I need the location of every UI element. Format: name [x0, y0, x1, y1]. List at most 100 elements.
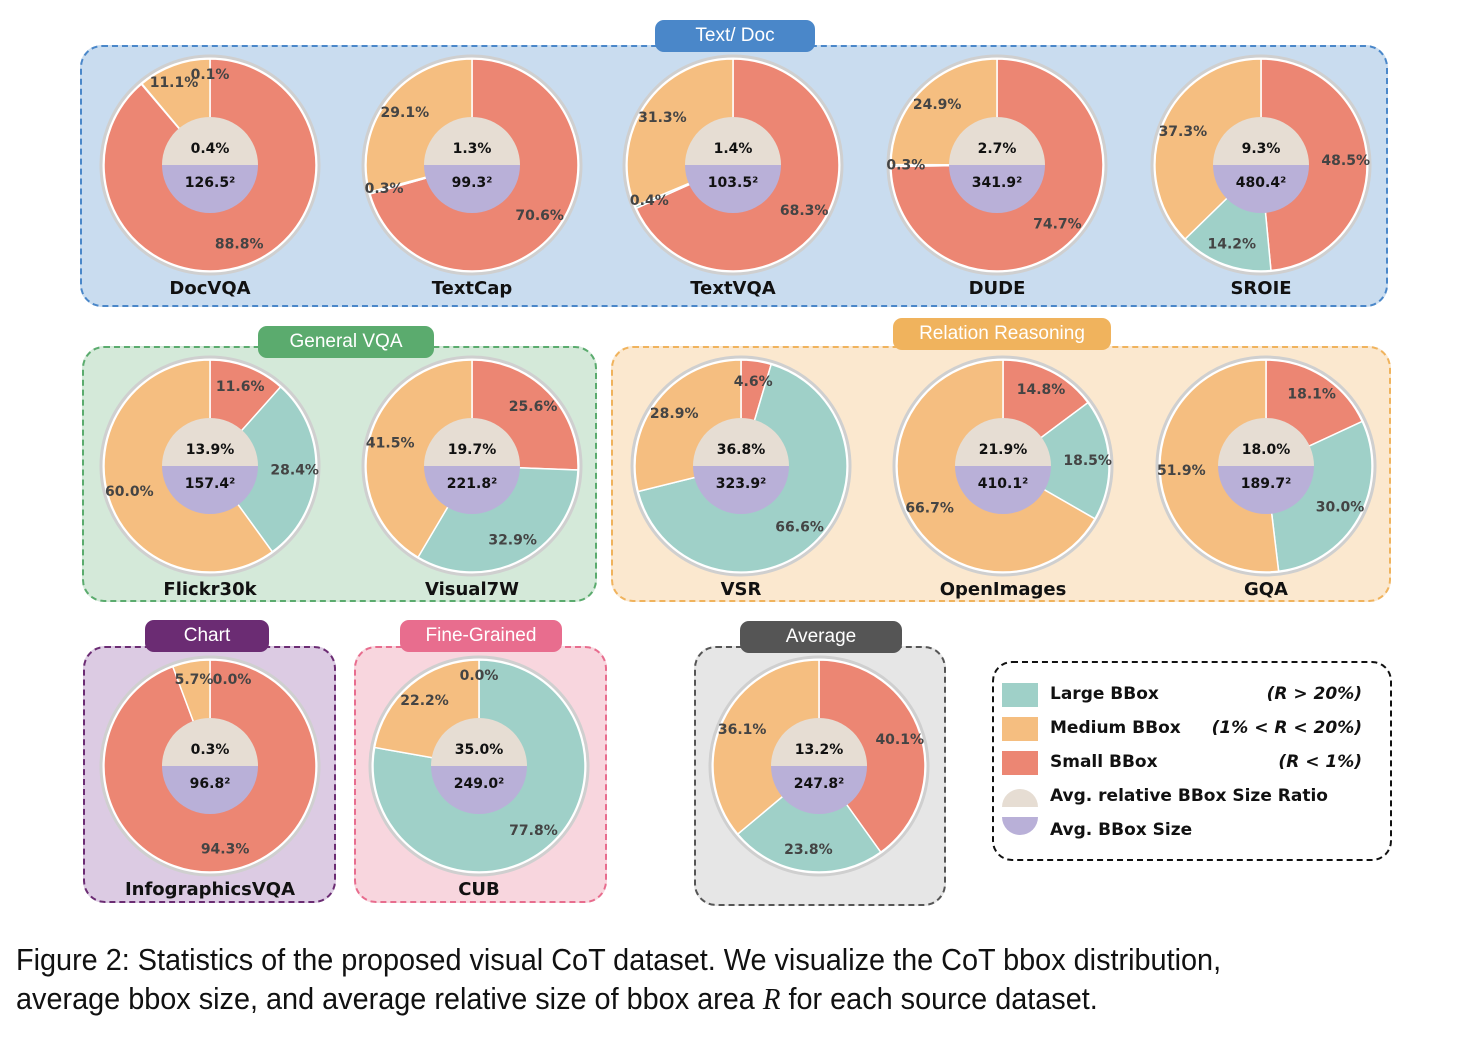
inner-ratio-half	[162, 418, 258, 466]
slice-label-small: 40.1%	[875, 732, 924, 748]
inner-ratio-half	[1213, 117, 1309, 165]
pie-flickr30k: 13.9% 157.4² 11.6% 28.4% 60.0%	[99, 355, 321, 577]
pie-textvqa: 1.4% 103.5² 68.3% 0.4% 31.3%	[622, 54, 844, 276]
inner-size-half	[431, 766, 527, 814]
figure-caption: Figure 2: Statistics of the proposed vis…	[16, 940, 1365, 1018]
inner-ratio-half	[162, 718, 258, 766]
slice-large	[372, 659, 586, 873]
group-title-text-doc: Text/ Doc	[655, 20, 815, 52]
dataset-label-sroie: SROIE	[1230, 278, 1292, 299]
avg-size-label: 221.8²	[447, 476, 497, 492]
slice-label-small: 70.6%	[515, 208, 564, 224]
pie-sroie: 9.3% 480.4² 48.5% 14.2% 37.3%	[1150, 54, 1372, 276]
slice-label-medium: 29.1%	[381, 105, 430, 121]
avg-ratio-label: 35.0%	[455, 742, 504, 758]
slice-label-small: 88.8%	[215, 237, 264, 253]
slice-label-large: 18.5%	[1063, 453, 1112, 469]
slice-label-medium: 11.1%	[150, 75, 199, 91]
slice-label-small: 0.0%	[460, 668, 499, 684]
avg-size-label: 480.4²	[1236, 175, 1286, 191]
legend-name: Small BBox	[1050, 752, 1158, 772]
inner-ratio-half	[162, 117, 258, 165]
inner-size-half	[771, 766, 867, 814]
slice-label-large: 0.3%	[886, 157, 925, 173]
caption-line-2: average bbox size, and average relative …	[16, 979, 1365, 1018]
dataset-label-textvqa: TextVQA	[690, 278, 776, 299]
slice-medium	[712, 659, 820, 836]
slice-label-medium: 36.1%	[718, 722, 767, 738]
group-title-fine-grained: Fine-Grained	[400, 620, 562, 652]
legend-swatch-ratio	[1002, 789, 1038, 807]
group-title-chart: Chart	[145, 620, 269, 652]
slice-label-tiny: 0.1%	[191, 67, 230, 83]
avg-size-label: 99.3²	[452, 175, 493, 191]
avg-size-label: 410.1²	[978, 476, 1028, 492]
dataset-label-openimages: OpenImages	[939, 579, 1067, 600]
inner-size-half	[162, 466, 258, 514]
slice-label-small: 4.6%	[734, 374, 773, 390]
legend-swatch-size	[1002, 817, 1038, 835]
pie-visual7w: 19.7% 221.8² 25.6% 32.9% 41.5%	[361, 355, 583, 577]
inner-ratio-half	[955, 418, 1051, 466]
slice-label-small: 18.1%	[1287, 387, 1336, 403]
slice-label-large: 66.6%	[775, 519, 824, 535]
legend-swatch-medium	[1002, 717, 1038, 741]
inner-size-half	[955, 466, 1051, 514]
avg-ratio-label: 13.9%	[186, 442, 235, 458]
avg-ratio-label: 9.3%	[1242, 141, 1281, 157]
pie-cub: 35.0% 249.0² 0.0% 77.8% 22.2%	[368, 655, 590, 877]
caption-variable: R	[762, 981, 781, 1016]
avg-size-label: 96.8²	[190, 776, 231, 792]
slice-label-large: 30.0%	[1316, 499, 1365, 515]
caption-line-1: Figure 2: Statistics of the proposed vis…	[16, 942, 1222, 977]
avg-size-label: 249.0²	[454, 776, 504, 792]
slice-large	[1001, 401, 1110, 520]
inner-size-half	[162, 766, 258, 814]
pie-average: 13.2% 247.8² 40.1% 23.8% 36.1%	[708, 655, 930, 877]
inner-ratio-half	[431, 718, 527, 766]
slice-label-small: 11.6%	[216, 379, 265, 395]
dataset-label-gqa: GQA	[1243, 579, 1288, 600]
dataset-label-flickr30k: Flickr30k	[163, 579, 257, 600]
slice-label-large: 14.2%	[1207, 237, 1256, 253]
dataset-label-cub: CUB	[458, 879, 500, 900]
inner-size-half	[685, 165, 781, 213]
slice-label-large: 0.4%	[630, 193, 669, 209]
legend-swatch-large	[1002, 683, 1038, 707]
slice-label-small: 25.6%	[509, 399, 558, 415]
slice-label-medium: 24.9%	[913, 97, 962, 113]
pie-gqa: 18.0% 189.7² 18.1% 30.0% 51.9%	[1155, 355, 1377, 577]
avg-ratio-label: 1.3%	[453, 141, 492, 157]
pie-openimages: 21.9% 410.1² 14.8% 18.5% 66.7%	[892, 355, 1114, 577]
inner-size-half	[949, 165, 1045, 213]
slice-label-large: 23.8%	[784, 842, 833, 858]
slice-label-medium: 28.9%	[650, 406, 699, 422]
pie-infographicsvqa: 0.3% 96.8² 94.3% 0.0%5.7%	[99, 655, 321, 877]
inner-ratio-half	[1218, 418, 1314, 466]
dataset-label-dude: DUDE	[968, 278, 1026, 299]
caption-line-2-post: for each source dataset.	[780, 981, 1098, 1016]
legend-name: Avg. relative BBox Size Ratio	[1050, 786, 1328, 806]
slice-label-medium: 37.3%	[1159, 124, 1208, 140]
pie-docvqa: 0.4% 126.5² 88.8% 11.1%0.1%	[99, 54, 321, 276]
group-title-general-vqa: General VQA	[258, 326, 434, 358]
slice-medium	[1154, 58, 1262, 241]
avg-size-label: 189.7²	[1241, 476, 1291, 492]
slice-label-large: 28.4%	[270, 462, 319, 478]
legend: Large BBox (R > 20%) Medium BBox (1% < R < …	[992, 661, 1392, 861]
avg-ratio-label: 36.8%	[717, 442, 766, 458]
slice-label-medium: 41.5%	[366, 436, 415, 452]
avg-size-label: 157.4²	[185, 476, 235, 492]
avg-ratio-label: 0.3%	[191, 742, 230, 758]
legend-name: Medium BBox	[1050, 718, 1181, 738]
legend-name: Large BBox	[1050, 684, 1159, 704]
avg-ratio-label: 19.7%	[448, 442, 497, 458]
slice-label-medium: 66.7%	[905, 500, 954, 516]
avg-ratio-label: 18.0%	[1242, 442, 1291, 458]
slice-large	[209, 385, 317, 553]
legend-range: (1% < R < 20%)	[1211, 718, 1362, 738]
slice-small	[890, 58, 1104, 272]
group-title-relation-reasoning: Relation Reasoning	[893, 318, 1111, 350]
slice-label-small: 14.8%	[1017, 382, 1066, 398]
slice-label-medium: 31.3%	[638, 110, 687, 126]
